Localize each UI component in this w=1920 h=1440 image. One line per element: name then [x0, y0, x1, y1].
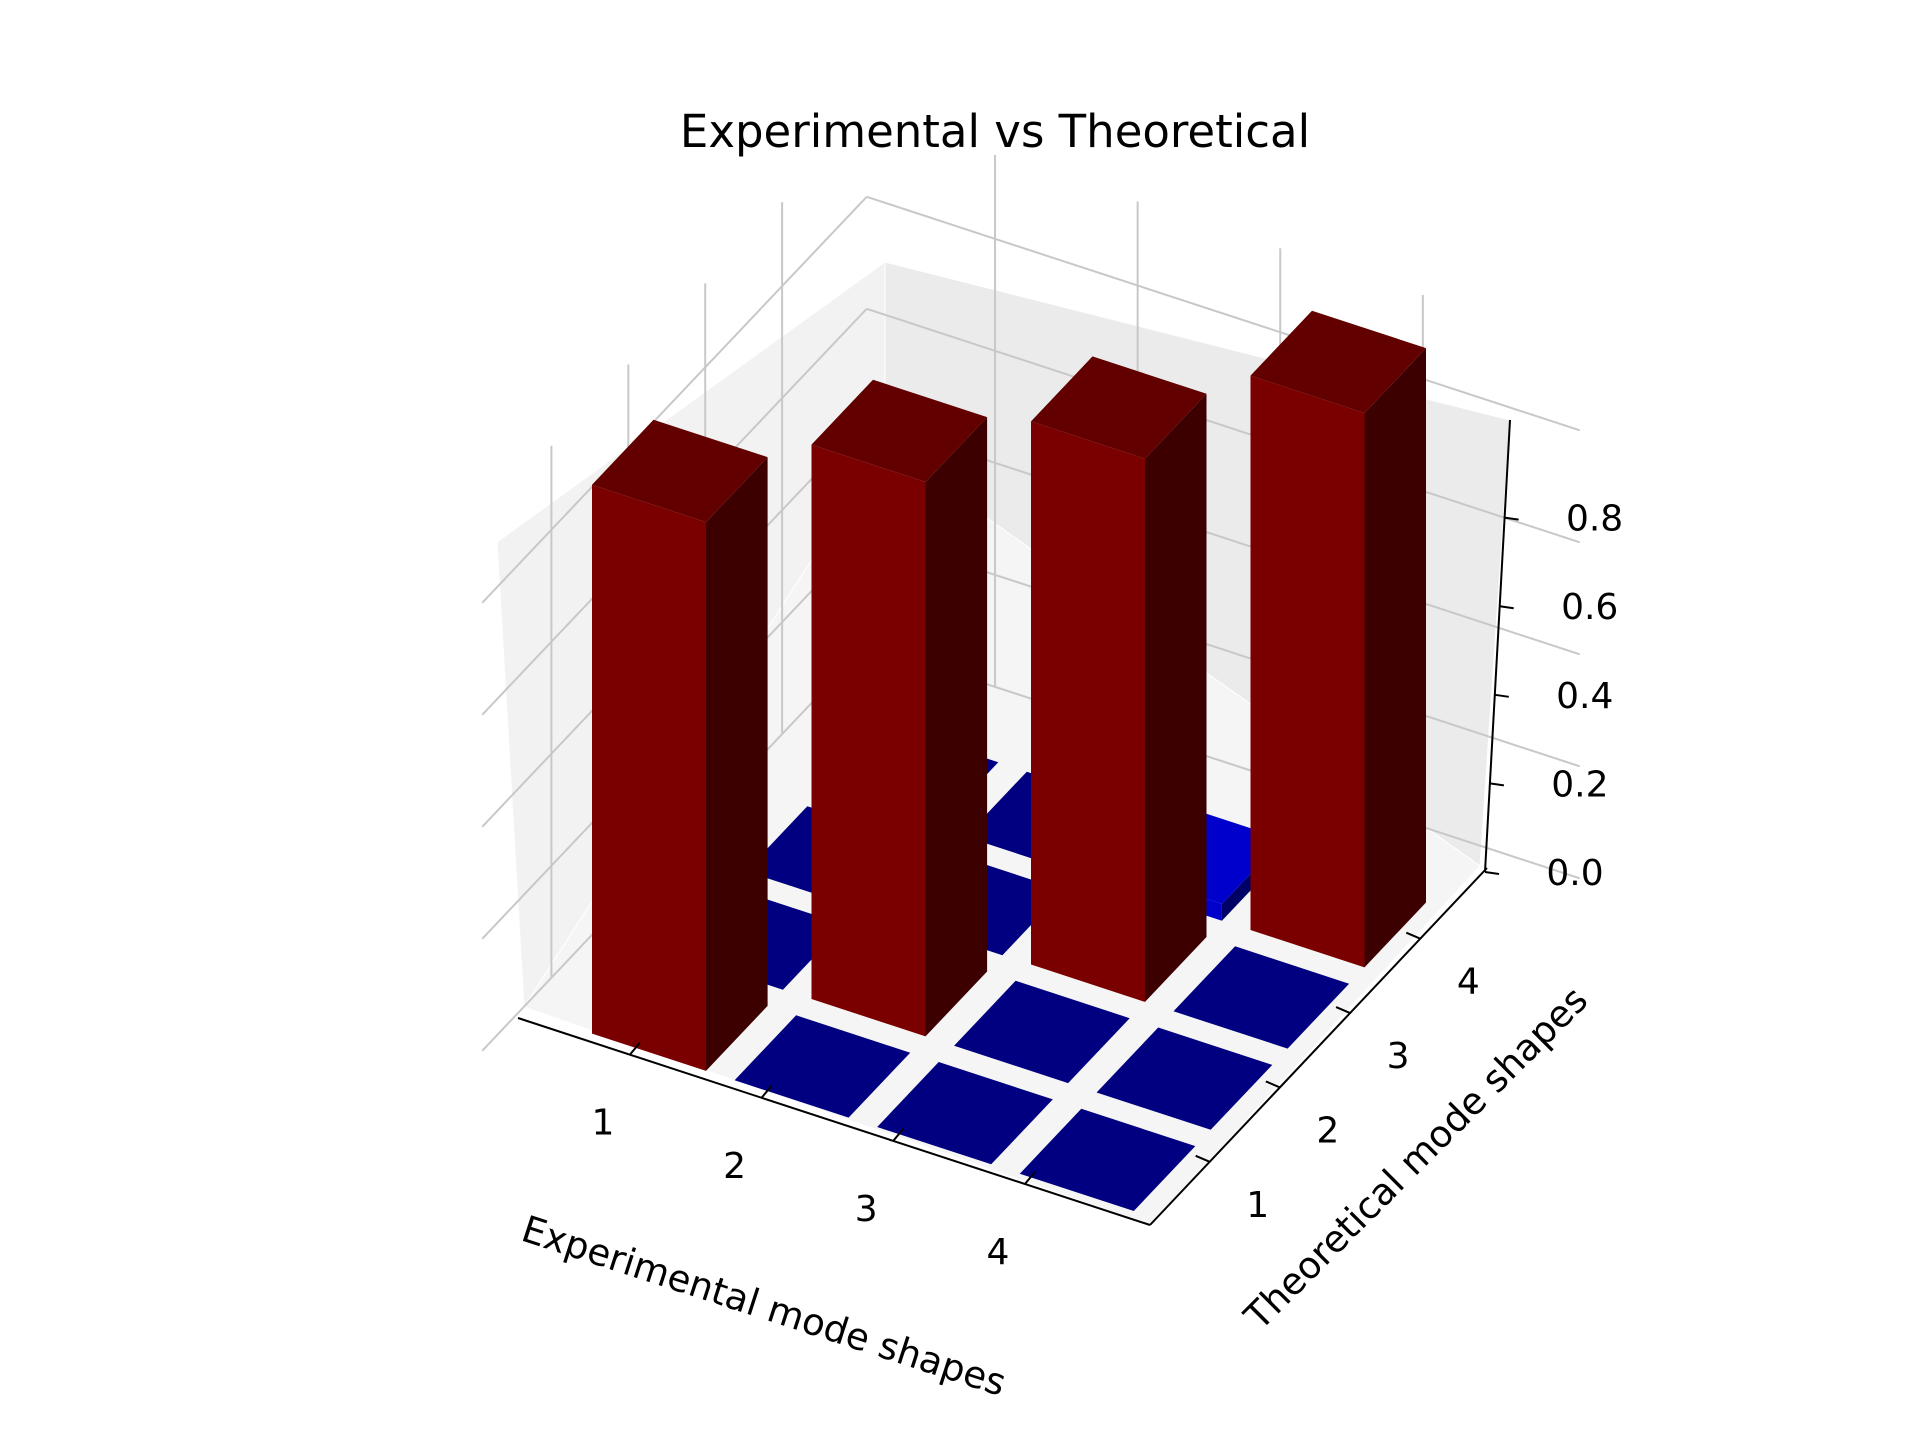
z-tick-label: 0.2	[1551, 764, 1608, 805]
bar-x1-y1	[592, 419, 768, 1071]
bar-side-face	[925, 417, 988, 1037]
bar-top-face	[1250, 310, 1426, 413]
bar-top-face	[877, 1062, 1053, 1165]
bar-side-face	[706, 457, 768, 1071]
x-tick-label: 2	[723, 1146, 746, 1187]
y-tick-mark	[1335, 1006, 1351, 1014]
y-ticks: 1 2 3 4	[1195, 931, 1480, 1226]
chart-title: Experimental vs Theoretical	[680, 105, 1310, 158]
x-tick-label: 3	[855, 1189, 878, 1230]
x-tick-label: 4	[986, 1232, 1009, 1273]
bar-front-face	[592, 484, 706, 1071]
bar-front-face	[1250, 375, 1365, 968]
z-axis-line	[1484, 419, 1511, 873]
grid-line-z-back	[866, 307, 1581, 544]
y-tick-label: 4	[1457, 962, 1480, 1003]
bars-group	[592, 310, 1426, 1211]
z-tick-label: 0.4	[1556, 676, 1613, 717]
z-tick-mark	[1499, 605, 1514, 610]
bar-x3-y2	[954, 980, 1130, 1084]
bar-x3-y3	[1031, 356, 1207, 1002]
z-ticks: 0.0 0.2 0.4 0.6 0.8	[1484, 499, 1623, 894]
x-axis-label: Experimental mode shapes	[517, 1207, 1012, 1404]
bar-front-face	[811, 444, 926, 1037]
z-tick-label: 0.8	[1566, 499, 1623, 540]
bar-top-face	[954, 980, 1130, 1084]
z-tick-mark	[1484, 871, 1500, 875]
z-tick-mark	[1494, 693, 1509, 698]
y-tick-mark	[1195, 1154, 1211, 1163]
bar-side-face	[1364, 348, 1426, 968]
y-tick-mark	[1265, 1080, 1281, 1089]
bar-x3-y1	[877, 1062, 1053, 1165]
bar-top-face	[1173, 946, 1350, 1049]
bar-side-face	[1145, 393, 1207, 1002]
bar-x4-y4	[1250, 310, 1426, 968]
bar-front-face	[1031, 421, 1145, 1002]
x-tick-mark	[629, 1042, 641, 1056]
bar-x4-y1	[1019, 1108, 1196, 1211]
bar-top-face	[811, 379, 988, 482]
x-axis-line	[517, 1017, 1151, 1226]
x-tick-mark	[892, 1128, 905, 1142]
bar-top-face	[1019, 1108, 1196, 1211]
bar-x2-y2	[811, 379, 988, 1037]
bar-x4-y2	[1096, 1027, 1273, 1130]
y-tick-label: 1	[1246, 1185, 1269, 1226]
bar-top-face	[1096, 1027, 1273, 1130]
x-tick-label: 1	[591, 1103, 614, 1144]
y-axis-line	[1149, 867, 1488, 1226]
y-tick-label: 3	[1387, 1036, 1410, 1077]
y-tick-label: 2	[1316, 1110, 1339, 1151]
bar-top-face	[734, 1015, 911, 1118]
bar-top-face	[1031, 356, 1207, 459]
x-tick-mark	[1024, 1171, 1036, 1185]
z-tick-label: 0.6	[1561, 587, 1618, 628]
z-tick-mark	[1504, 516, 1519, 521]
bar-x2-y1	[734, 1015, 911, 1118]
x-tick-mark	[760, 1085, 773, 1099]
z-tick-label: 0.0	[1546, 853, 1603, 894]
x-ticks: 1 2 3 4	[591, 1042, 1036, 1273]
y-tick-mark	[1405, 931, 1421, 940]
grid-line-z-back	[866, 195, 1581, 432]
grid-line-z-side	[481, 196, 868, 604]
bar-top-face	[592, 419, 768, 523]
bar-x4-y3	[1173, 946, 1350, 1049]
z-tick-mark	[1489, 782, 1505, 787]
